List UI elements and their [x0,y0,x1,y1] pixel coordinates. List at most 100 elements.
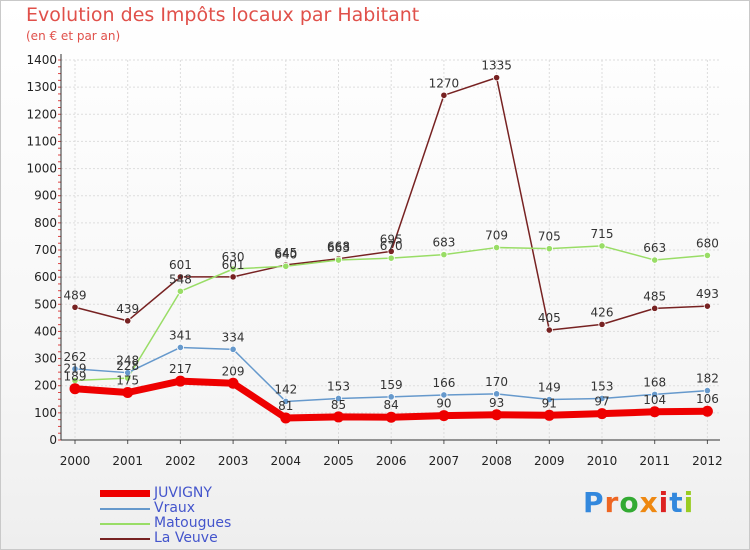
point-vraux [598,394,606,403]
data-label-la-veuve: 439 [116,302,139,316]
y-tick-label: 700 [34,243,57,257]
point-vraux [545,395,553,404]
data-label-vraux: 159 [380,378,403,392]
point-matougues [387,254,395,262]
point-matougues [229,265,237,273]
y-tick-label: 1000 [26,162,57,176]
data-label-matougues: 715 [591,227,614,241]
line-chart: 0 100 200 300 400 500 600 700 800 900 1000 1100 1200… [26,53,722,468]
data-label-juvigny: 93 [489,396,504,410]
data-label-vraux: 153 [591,379,614,393]
data-label-vraux: 170 [485,375,508,389]
x-tick-label: 2001 [112,454,143,468]
data-label-matougues: 219 [64,362,87,376]
logo-letter: o [619,486,640,519]
point-vraux [176,343,184,352]
point-vraux [229,345,237,353]
y-tick-label: 1200 [26,107,57,121]
point-la-veuve [703,302,712,310]
data-label-la-veuve: 601 [222,258,245,272]
x-tick-label: 2007 [429,454,460,468]
data-label-juvigny: 84 [384,398,399,412]
legend-item-matougues: Matougues [100,516,360,531]
point-vraux [334,394,343,403]
legend-swatch-la-veuve [100,538,150,540]
data-label-matougues: 663 [643,241,666,255]
point-juvigny [491,409,503,421]
data-label-matougues: 705 [538,230,561,244]
y-tick-label: 600 [34,270,57,284]
y-tick-label: 900 [34,189,57,203]
data-labels: 489 439 601 601 645 668 695 1270 1335 405 426 485 49… [64,59,719,413]
logo-letter: x [639,486,659,519]
data-label-la-veuve: 493 [696,287,719,301]
point-matougues [492,243,501,252]
data-label-vraux: 166 [432,376,455,390]
point-juvigny [596,408,608,420]
x-tick-label: 2002 [165,454,196,468]
data-label-vraux: 334 [222,330,245,344]
legend-item-vraux: Vraux [100,501,360,516]
x-tick-label: 2011 [639,454,670,468]
y-tick-label: 1400 [26,53,57,67]
point-la-veuve [492,74,501,82]
point-juvigny [227,377,239,389]
y-tick-label: 100 [34,406,57,420]
data-label-la-veuve: 695 [380,232,403,246]
series-lines [69,74,713,424]
point-juvigny [438,410,450,422]
point-juvigny [543,409,555,421]
data-label-juvigny: 97 [594,395,609,409]
point-matougues [334,256,343,264]
x-tick-label: 2012 [692,454,723,468]
data-label-vraux: 168 [643,375,666,389]
logo-letter: P [583,486,605,519]
point-la-veuve [229,273,237,281]
y-tick-label: 0 [49,433,57,447]
logo-letter: i [683,486,695,519]
x-tick-label: 2003 [218,454,249,468]
x-tick-label: 2006 [376,454,407,468]
data-label-vraux: 142 [274,382,297,396]
data-label-la-veuve: 668 [327,240,350,254]
data-label-vraux: 262 [64,350,87,364]
data-label-matougues: 680 [696,236,719,250]
legend: JUVIGNY Vraux Matougues La Veuve [100,486,360,546]
data-label-matougues: 228 [116,359,139,373]
point-vraux [387,393,395,401]
y-tick-label: 400 [34,324,57,338]
data-label-matougues: 630 [222,250,245,264]
axes: 0 100 200 300 400 500 600 700 800 900 1000 1100 1200… [26,53,722,468]
data-label-juvigny: 104 [643,393,666,407]
y-tick-label: 300 [34,352,57,366]
data-label-vraux: 341 [169,328,192,342]
point-juvigny [122,387,134,398]
data-label-matougues: 683 [432,236,455,250]
point-la-veuve [440,91,448,99]
point-vraux [124,369,132,377]
data-label-juvigny: 81 [278,399,293,413]
logo-letter: i [658,486,670,519]
data-label-vraux: 248 [116,354,139,368]
legend-item-la-veuve: La Veuve [100,531,360,546]
point-juvigny [385,411,397,423]
point-matougues [651,256,659,264]
x-tick-label: 2004 [271,454,302,468]
data-label-la-veuve: 1270 [429,76,460,90]
point-la-veuve [176,273,184,281]
chart-subtitle: (en € et par an) [26,29,121,43]
y-tick-label: 1100 [26,134,57,148]
data-label-juvigny: 175 [116,374,139,388]
point-vraux [492,390,501,398]
data-label-la-veuve: 601 [169,258,192,272]
data-label-matougues: 548 [169,272,192,286]
data-label-juvigny: 217 [169,362,192,376]
y-tick-label: 500 [34,297,57,311]
data-label-juvigny: 90 [436,397,451,411]
logo-letter: r [604,486,620,519]
proxiti-logo: Proxiti [583,486,694,519]
point-vraux [71,365,79,373]
point-matougues [440,251,448,259]
legend-label-matougues: Matougues [154,515,232,531]
